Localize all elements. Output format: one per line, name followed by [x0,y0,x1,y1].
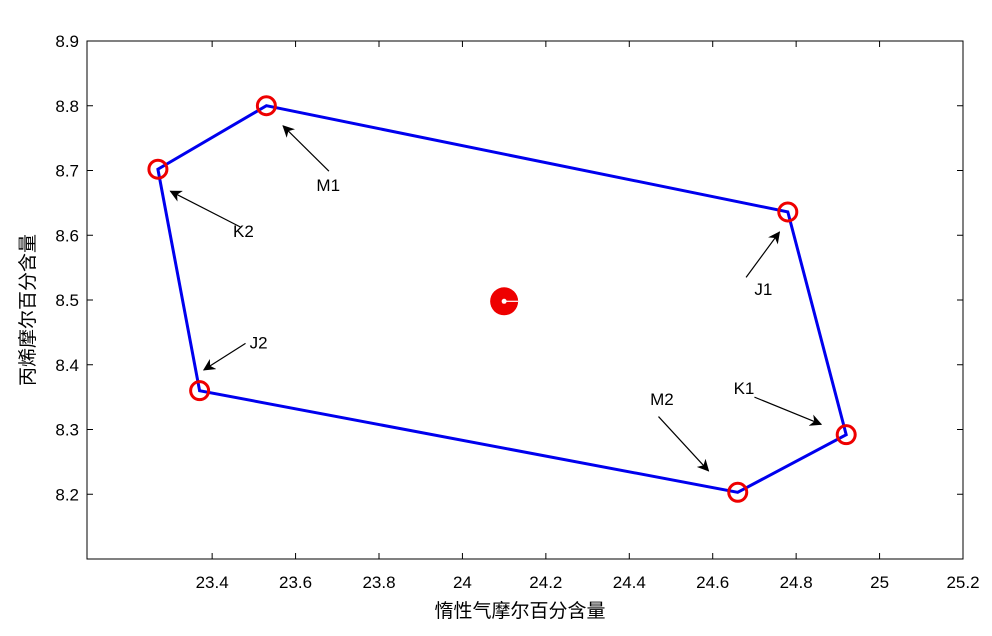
y-tick-label: 8.2 [55,485,79,504]
annotation-label-m2: M2 [650,390,674,409]
x-tick-label: 24.8 [780,573,813,592]
y-tick-label: 8.9 [55,32,79,51]
ticks-layer: 23.4 23.6 23.8 24 24.2 24.4 24.6 24.8 25 25.2 8.2 8… [55,32,979,592]
x-tick-label: 24.2 [529,573,562,592]
x-tick-label: 23.8 [362,573,395,592]
annotation-label-k2: K2 [233,222,254,241]
annotation-arrow-k1 [754,396,823,426]
vertex-marker [147,158,169,180]
vertex-marker [255,95,277,117]
y-tick-label: 8.8 [55,97,79,116]
x-tick-label: 24.4 [613,573,646,592]
annotation-arrow-j1 [745,231,781,278]
x-tick-label: 24.6 [696,573,729,592]
annotation-label-k1: K1 [734,379,755,398]
annotation-label-m1: M1 [316,176,340,195]
x-tick-label: 23.4 [196,573,229,592]
annotation-label-j1: J1 [754,280,772,299]
y-tick-label: 8.3 [55,421,79,440]
y-axis-title: 丙烯摩尔百分含量 [17,234,39,386]
y-tick-label: 8.5 [55,291,79,310]
y-tick-label: 8.6 [55,226,79,245]
plot-area [86,40,964,560]
y-tick-label: 8.4 [55,356,79,375]
annotation-label-j2: J2 [250,334,268,353]
center-point-dot [501,298,507,304]
polygon-layer [147,95,857,503]
annotation-arrow-m1 [282,125,330,172]
annotation-layer: M1 K2 J1 J2 M2 K1 [169,125,823,472]
annotation-arrow-j2 [202,342,246,371]
operating-region-polygon [156,104,848,494]
vertex-marker [835,424,857,446]
x-tick-label: 24 [453,573,472,592]
vertex-marker [777,201,799,223]
x-tick-label: 25 [870,573,889,592]
x-axis-title: 惰性气摩尔百分含量 [434,600,605,622]
annotation-arrow-m2 [658,416,710,472]
x-tick-label: 25.2 [946,573,979,592]
vertex-marker [727,481,749,503]
x-tick-label: 23.6 [279,573,312,592]
annotation-arrow-k2 [169,190,242,229]
y-tick-label: 8.7 [55,162,79,181]
vertex-marker [189,380,211,402]
